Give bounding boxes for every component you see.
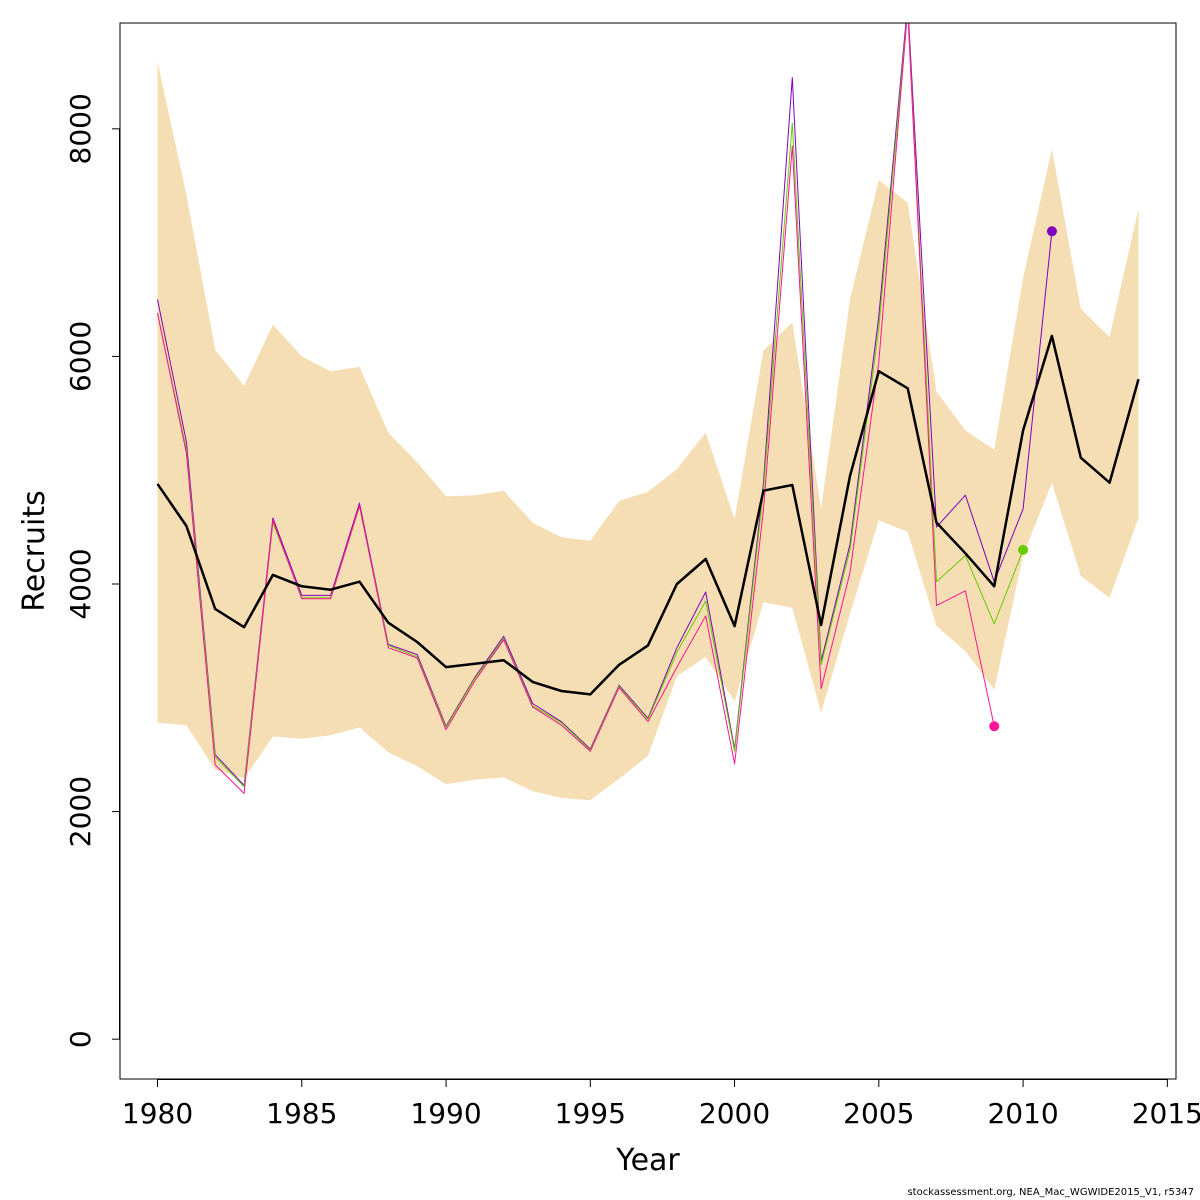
x-tick-label: 1980 bbox=[122, 1097, 193, 1130]
x-tick-label: 2005 bbox=[843, 1097, 914, 1130]
y-tick-label: 2000 bbox=[64, 776, 97, 847]
x-tick-label: 2010 bbox=[987, 1097, 1058, 1130]
x-tick-label: 1990 bbox=[410, 1097, 481, 1130]
axes-layer: 1980 1985 1990 1995 2000 2005 2010 2015 0 2000 400… bbox=[64, 93, 1200, 1130]
x-tick-label: 1985 bbox=[266, 1097, 337, 1130]
credit-text: stockassessment.org, NEA_Mac_WGWIDE2015_… bbox=[907, 1187, 1194, 1198]
main-series-line bbox=[156, 334, 1140, 696]
series-layer bbox=[156, 23, 1140, 794]
x-tick-label: 1995 bbox=[555, 1097, 626, 1130]
confidence-band-layer bbox=[157, 61, 1139, 801]
y-tick-label: 8000 bbox=[64, 93, 97, 164]
end-points-layer bbox=[989, 226, 1057, 732]
y-tick-label: 6000 bbox=[64, 321, 97, 392]
y-axis-title: Recruits bbox=[17, 490, 52, 612]
end-point-3 bbox=[989, 721, 1000, 732]
y-tick-label: 0 bbox=[64, 1030, 97, 1048]
x-tick-label: 2015 bbox=[1132, 1097, 1200, 1130]
end-point-1 bbox=[1046, 226, 1057, 237]
y-tick-label: 4000 bbox=[64, 548, 97, 619]
confidence-band bbox=[157, 61, 1139, 801]
x-tick-label: 2000 bbox=[699, 1097, 770, 1130]
x-axis-title: Year bbox=[615, 1143, 680, 1178]
end-point-2 bbox=[1018, 544, 1029, 555]
